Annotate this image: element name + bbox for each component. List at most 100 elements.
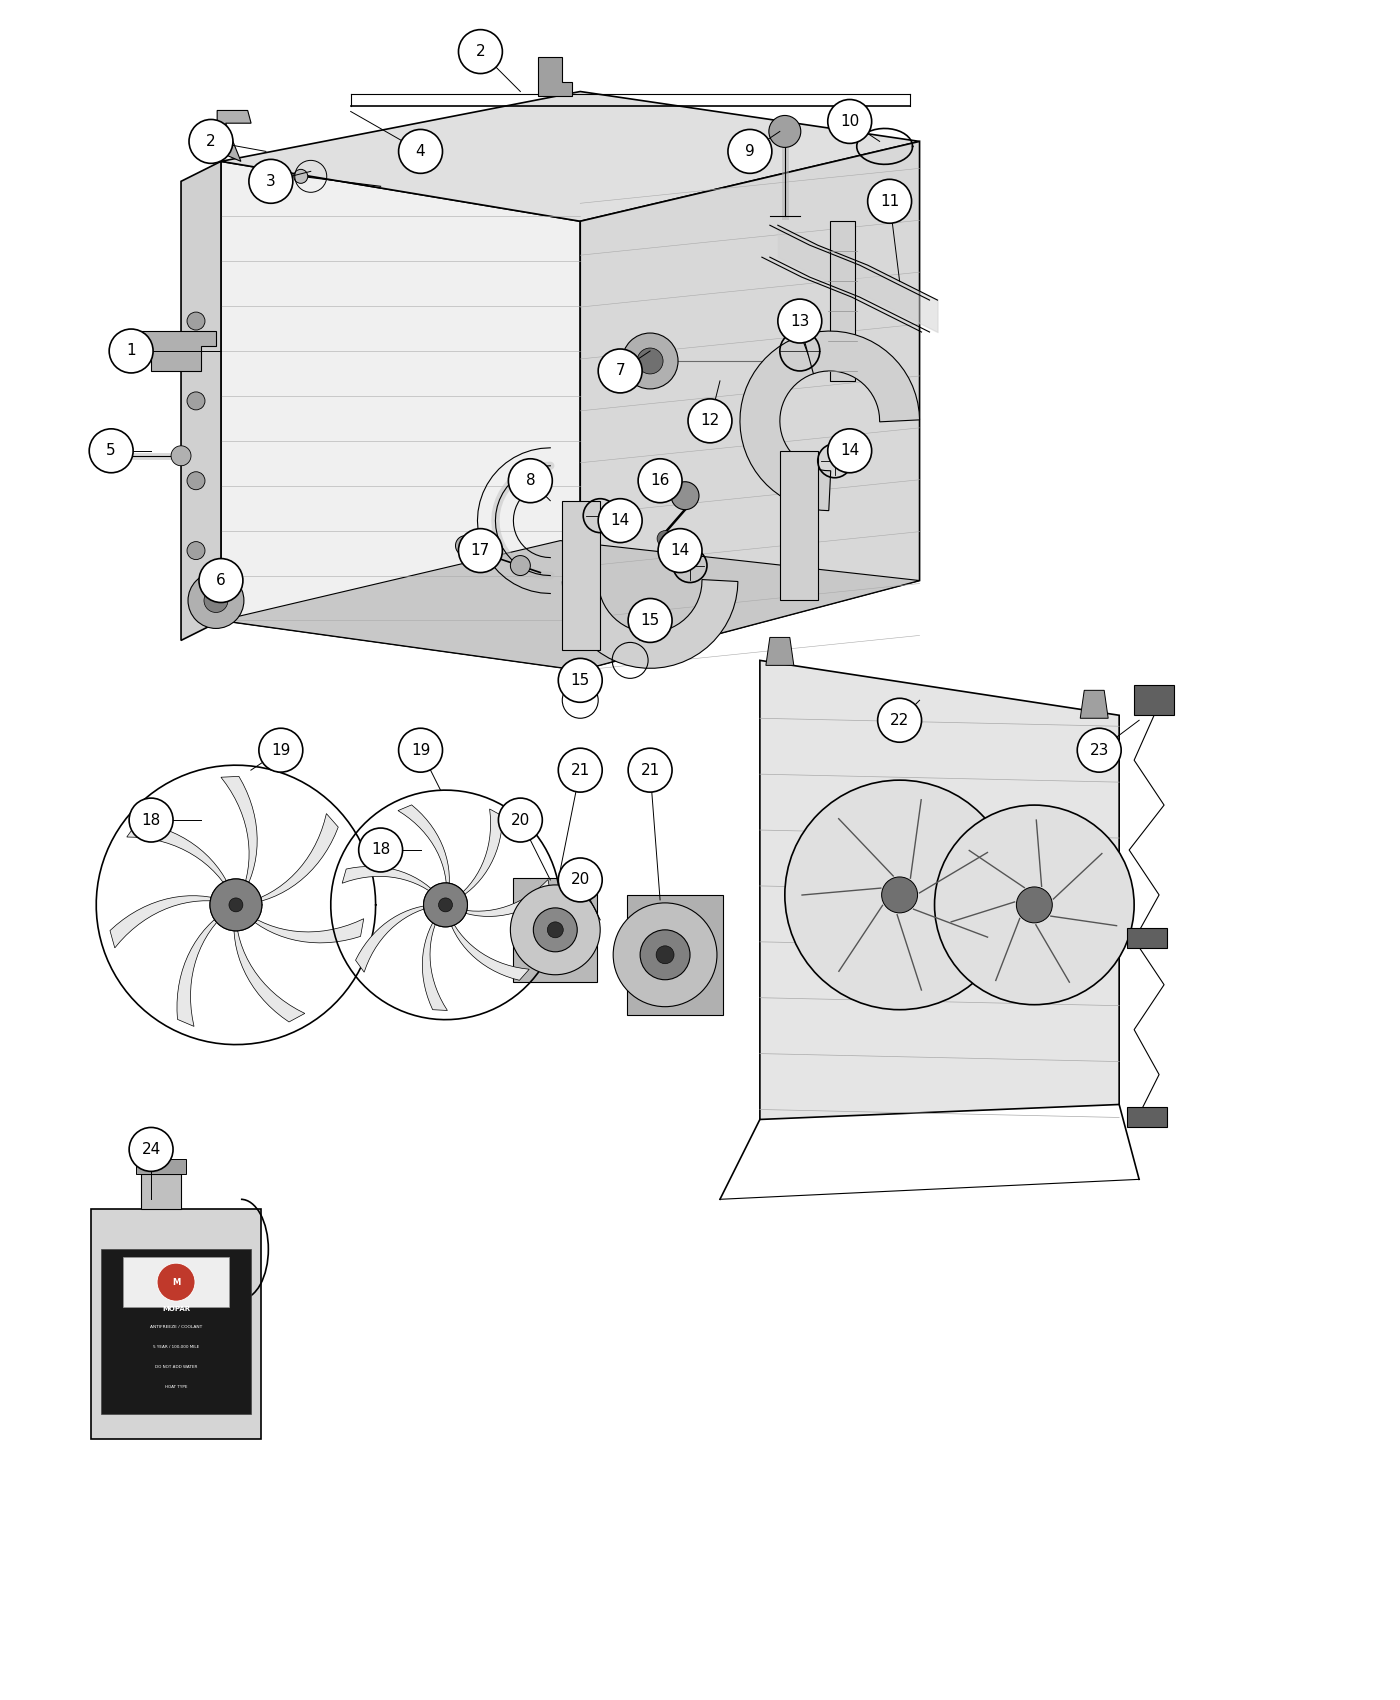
Polygon shape	[127, 823, 227, 882]
Circle shape	[438, 898, 452, 911]
Circle shape	[559, 858, 602, 903]
Polygon shape	[221, 92, 920, 221]
Text: 19: 19	[272, 743, 291, 758]
Circle shape	[547, 921, 563, 938]
Polygon shape	[539, 56, 573, 97]
Polygon shape	[181, 162, 221, 641]
Circle shape	[878, 699, 921, 743]
Circle shape	[637, 348, 664, 374]
Polygon shape	[123, 1258, 230, 1307]
Circle shape	[157, 1263, 195, 1300]
Polygon shape	[1081, 690, 1109, 719]
Circle shape	[189, 119, 232, 163]
Circle shape	[598, 498, 643, 542]
Polygon shape	[136, 332, 216, 371]
Polygon shape	[463, 809, 503, 894]
Text: 13: 13	[790, 313, 809, 328]
Polygon shape	[356, 906, 424, 972]
Polygon shape	[1127, 928, 1168, 949]
Circle shape	[455, 536, 476, 556]
Polygon shape	[260, 814, 339, 901]
Circle shape	[171, 445, 190, 466]
Circle shape	[785, 780, 1015, 1010]
Text: 21: 21	[640, 763, 659, 777]
Polygon shape	[466, 879, 550, 916]
Text: MOPAR: MOPAR	[162, 1306, 190, 1312]
Text: 4: 4	[416, 144, 426, 158]
Circle shape	[511, 556, 531, 576]
Text: 22: 22	[890, 712, 909, 728]
Circle shape	[778, 299, 822, 343]
Polygon shape	[136, 1159, 186, 1175]
Circle shape	[728, 129, 771, 173]
Text: 6: 6	[216, 573, 225, 588]
Polygon shape	[760, 660, 1119, 1120]
Text: 2: 2	[476, 44, 486, 60]
Circle shape	[658, 529, 701, 573]
Polygon shape	[741, 337, 830, 510]
Polygon shape	[101, 1250, 251, 1414]
Polygon shape	[514, 877, 598, 981]
Text: 15: 15	[571, 673, 589, 689]
Circle shape	[827, 100, 872, 143]
Circle shape	[671, 481, 699, 510]
Circle shape	[559, 748, 602, 792]
Circle shape	[598, 348, 643, 393]
Polygon shape	[563, 502, 601, 651]
Polygon shape	[176, 920, 217, 1027]
Circle shape	[868, 178, 911, 223]
Circle shape	[622, 333, 678, 389]
Text: M: M	[172, 1278, 181, 1287]
Circle shape	[188, 573, 244, 629]
Text: 20: 20	[571, 872, 589, 887]
Circle shape	[204, 588, 228, 612]
Polygon shape	[141, 1175, 181, 1209]
Text: 14: 14	[840, 444, 860, 459]
Text: 14: 14	[671, 542, 690, 558]
Text: 5: 5	[106, 444, 116, 459]
Circle shape	[640, 930, 690, 979]
Text: 19: 19	[410, 743, 430, 758]
Text: 11: 11	[881, 194, 899, 209]
Text: 16: 16	[651, 473, 669, 488]
Polygon shape	[627, 894, 722, 1015]
Circle shape	[657, 530, 673, 547]
Circle shape	[230, 898, 244, 911]
Text: 1: 1	[126, 343, 136, 359]
Polygon shape	[221, 541, 920, 670]
Text: 5 YEAR / 100,000 MILE: 5 YEAR / 100,000 MILE	[153, 1345, 199, 1350]
Polygon shape	[234, 932, 305, 1022]
Circle shape	[199, 559, 244, 602]
Text: 18: 18	[141, 813, 161, 828]
Circle shape	[458, 529, 503, 573]
Circle shape	[129, 797, 174, 842]
Text: 8: 8	[525, 473, 535, 488]
Polygon shape	[255, 918, 364, 944]
Circle shape	[629, 598, 672, 643]
Circle shape	[109, 330, 153, 372]
Circle shape	[511, 886, 601, 974]
Text: HOAT TYPE: HOAT TYPE	[165, 1386, 188, 1389]
Circle shape	[188, 473, 204, 490]
Circle shape	[129, 1127, 174, 1171]
Circle shape	[498, 797, 542, 842]
Circle shape	[424, 882, 468, 927]
Polygon shape	[398, 804, 449, 884]
Text: 12: 12	[700, 413, 720, 428]
Text: ANTIFREEZE / COOLANT: ANTIFREEZE / COOLANT	[150, 1324, 202, 1329]
Circle shape	[259, 728, 302, 772]
Text: 24: 24	[141, 1142, 161, 1158]
Polygon shape	[830, 221, 854, 381]
Circle shape	[90, 428, 133, 473]
Circle shape	[935, 806, 1134, 1005]
Text: 21: 21	[571, 763, 589, 777]
Polygon shape	[217, 110, 251, 162]
Text: 2: 2	[206, 134, 216, 150]
Text: 3: 3	[266, 173, 276, 189]
Text: 20: 20	[511, 813, 531, 828]
Polygon shape	[91, 1209, 260, 1438]
Polygon shape	[342, 867, 431, 891]
Polygon shape	[1134, 685, 1175, 716]
Circle shape	[882, 877, 917, 913]
Polygon shape	[423, 923, 448, 1010]
